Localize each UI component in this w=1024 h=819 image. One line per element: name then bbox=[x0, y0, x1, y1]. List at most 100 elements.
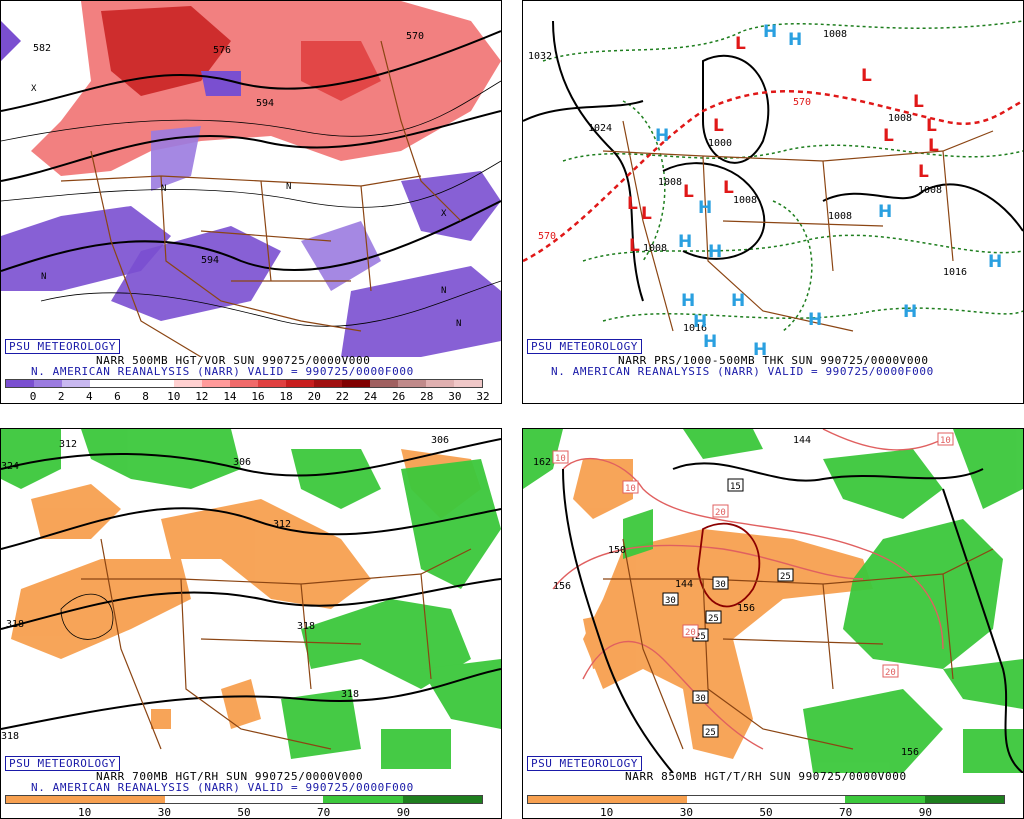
colorbar-tick: 30 bbox=[679, 806, 693, 819]
colorbar-tick: 90 bbox=[918, 806, 932, 819]
low-pressure-marker: L bbox=[683, 182, 694, 202]
colorbar-tick: 6 bbox=[114, 390, 121, 403]
contour-label: 162 bbox=[533, 457, 551, 468]
psu-badge: PSU METEOROLOGY bbox=[5, 756, 120, 771]
contour-label: 156 bbox=[553, 581, 571, 592]
low-pressure-marker: L bbox=[629, 236, 640, 256]
high-pressure-marker: H bbox=[878, 202, 892, 222]
colorbar-tick: 18 bbox=[279, 390, 293, 403]
thickness-label: 570 bbox=[538, 231, 556, 242]
colorbar-swatch bbox=[6, 380, 34, 387]
colorbar-swatch bbox=[528, 796, 608, 803]
contour-label: 156 bbox=[901, 747, 919, 758]
high-pressure-marker: H bbox=[988, 252, 1002, 272]
high-pressure-marker: H bbox=[681, 291, 695, 311]
colorbar-tick: 10 bbox=[167, 390, 181, 403]
high-pressure-marker: H bbox=[808, 310, 822, 330]
colorbar-tick: 10 bbox=[600, 806, 614, 819]
n-marker: N bbox=[286, 182, 291, 192]
low-pressure-marker: L bbox=[883, 126, 894, 146]
colorbar-ticks: 0246810121416182022242628303234 bbox=[5, 390, 490, 403]
contour-label: 318 bbox=[6, 619, 24, 630]
colorbar-tick: 32 bbox=[476, 390, 490, 403]
svg-text:25: 25 bbox=[705, 728, 716, 738]
isobar-label: 1000 bbox=[708, 138, 732, 149]
isobar-label: 1032 bbox=[528, 51, 552, 62]
n-marker: N bbox=[441, 286, 446, 296]
temperature-label: 10 bbox=[552, 450, 569, 464]
caption-title: NARR PRS/1000-500MB THK SUN 990725/0000V… bbox=[618, 354, 929, 367]
colorbar-tick: 2 bbox=[57, 390, 65, 403]
temperature-label-layer: 101020153025253025303025201020 bbox=[552, 432, 954, 738]
colorbar-swatch bbox=[342, 380, 370, 387]
isobar-label: 1008 bbox=[643, 243, 667, 254]
contour-label: 306 bbox=[233, 457, 251, 468]
panel-500mb-vorticity: 582 576 594 594 570 N N N N N X X PSU ME… bbox=[0, 0, 502, 404]
panel-pressure-thickness: 1032 1024 1000 1008 1008 1008 1008 1016 … bbox=[522, 0, 1024, 404]
colorbar-ticks: 10 30 50 70 90 bbox=[5, 806, 483, 818]
svg-text:10: 10 bbox=[625, 484, 636, 494]
svg-text:25: 25 bbox=[695, 632, 706, 642]
colorbar-tick: 70 bbox=[317, 806, 331, 819]
colorbar-tick: 4 bbox=[86, 390, 93, 403]
n-marker: N bbox=[161, 184, 166, 194]
vorticity-low-area bbox=[1, 206, 171, 291]
psu-badge: PSU METEOROLOGY bbox=[527, 756, 642, 771]
contour-label: 318 bbox=[297, 621, 315, 632]
panel-700mb-rh: 324 312 306 306 312 318 318 318 318 PSU … bbox=[0, 428, 502, 819]
temperature-label: 15 bbox=[727, 478, 744, 492]
colorbar-swatch bbox=[323, 796, 403, 803]
n-marker: N bbox=[456, 319, 461, 329]
caption-title: NARR 500MB HGT/VOR SUN 990725/0000V000 bbox=[96, 354, 371, 367]
isobar-label: 1008 bbox=[918, 185, 942, 196]
colorbar-swatch bbox=[34, 380, 62, 387]
high-pressure-marker: H bbox=[788, 30, 802, 50]
colorbar-swatch bbox=[85, 796, 165, 803]
colorbar-swatch bbox=[230, 380, 258, 387]
colorbar-rh bbox=[5, 795, 483, 804]
n-marker: N bbox=[41, 272, 46, 282]
isobar-label: 1008 bbox=[658, 177, 682, 188]
colorbar-tick: 24 bbox=[363, 390, 378, 403]
colorbar-swatch bbox=[402, 796, 482, 803]
svg-text:25: 25 bbox=[780, 572, 791, 582]
high-pressure-marker: H bbox=[708, 242, 722, 262]
caption-valid: N. AMERICAN REANALYSIS (NARR) VALID = 99… bbox=[551, 365, 934, 378]
low-pressure-marker: L bbox=[918, 162, 929, 182]
colorbar-tick: 8 bbox=[142, 390, 149, 403]
thickness-label: 570 bbox=[793, 97, 811, 108]
high-pressure-marker: H bbox=[678, 232, 692, 252]
psu-badge: PSU METEOROLOGY bbox=[5, 339, 120, 354]
contour-label: 150 bbox=[608, 545, 626, 556]
rh-dry-area bbox=[31, 484, 121, 539]
colorbar-swatch bbox=[243, 796, 324, 803]
rh-moist-area bbox=[683, 429, 763, 459]
colorbar-tick: 12 bbox=[195, 390, 209, 403]
colorbar-tick: 30 bbox=[448, 390, 462, 403]
colorbar-tick: 50 bbox=[237, 806, 251, 819]
low-pressure-marker: L bbox=[861, 66, 872, 86]
contour-label: 324 bbox=[1, 461, 19, 472]
isobar-label: 1024 bbox=[588, 123, 612, 134]
high-pressure-marker: H bbox=[753, 340, 767, 357]
low-pressure-marker: L bbox=[641, 204, 652, 224]
contour-label: 318 bbox=[341, 689, 359, 700]
colorbar-swatch bbox=[607, 796, 687, 803]
temperature-label: 25 bbox=[702, 724, 719, 738]
contour-label: 156 bbox=[737, 603, 755, 614]
caption-title: NARR 850MB HGT/T/RH SUN 990725/0000V000 bbox=[625, 770, 907, 783]
isobar-label: 1016 bbox=[683, 323, 707, 334]
high-pressure-marker: H bbox=[698, 198, 712, 218]
colorbar-swatch bbox=[6, 796, 86, 803]
contour-label: 312 bbox=[59, 439, 77, 450]
temperature-label: 10 bbox=[937, 432, 954, 446]
colorbar-ticks: 10 30 50 70 90 bbox=[527, 806, 1005, 818]
svg-text:20: 20 bbox=[885, 668, 896, 678]
svg-text:30: 30 bbox=[715, 580, 726, 590]
svg-text:20: 20 bbox=[685, 628, 696, 638]
contour-label: 594 bbox=[256, 98, 274, 109]
panel-850mb-temp-rh: 162 144 156 150 144 156 156 10 10 20 15 30 25… bbox=[522, 428, 1024, 819]
low-pressure-marker: L bbox=[723, 178, 734, 198]
colorbar-tick: 90 bbox=[396, 806, 410, 819]
svg-text:25: 25 bbox=[708, 614, 719, 624]
